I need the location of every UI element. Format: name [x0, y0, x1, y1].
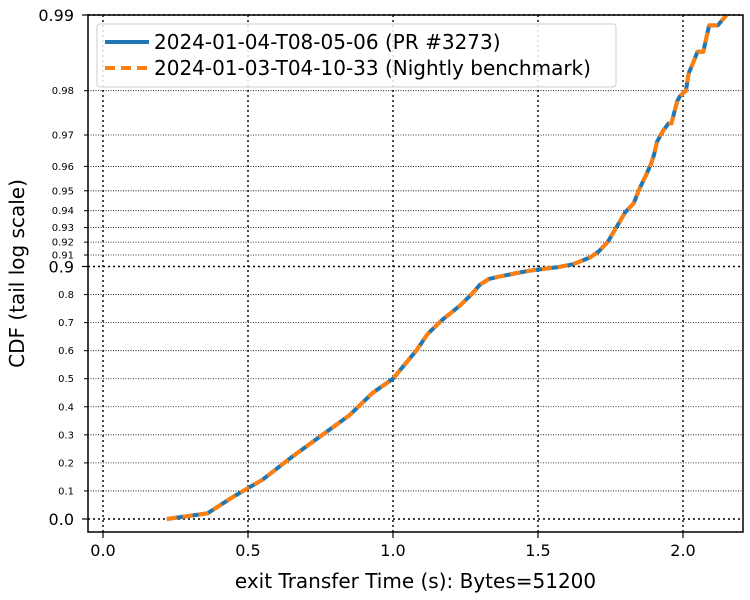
x-tick-label: 2.0: [670, 541, 695, 560]
y-minor-tick-label: 0.96: [52, 162, 74, 173]
y-minor-tick-label: 0.94: [52, 206, 74, 217]
series-line-2: [166, 13, 729, 521]
y-minor-tick-label: 0.1: [58, 486, 74, 497]
x-tick-label: 0.0: [90, 541, 115, 560]
legend-label-2: 2024-01-03-T04-10-33 (Nightly benchmark): [154, 56, 591, 80]
y-minor-tick-label: 0.2: [58, 458, 74, 469]
y-minor-tick-label: 0.92: [52, 238, 74, 249]
legend-label-1: 2024-01-04-T08-05-06 (PR #3273): [154, 30, 501, 54]
x-tick-label: 0.5: [235, 541, 260, 560]
y-minor-tick-label: 0.91: [52, 250, 74, 261]
y-minor-tick-label: 0.95: [52, 186, 74, 197]
y-minor-tick-label: 0.97: [52, 130, 74, 141]
y-axis-ticks: 0.1 0.2 0.3 0.4 0.5 0.6 0.7 0.8 0.910.92 0.93 0.94…: [38, 6, 88, 529]
y-minor-tick-label: 0.98: [52, 86, 74, 97]
plot-frame: [87, 14, 744, 533]
y-axis-label: CDF (tail log scale): [5, 179, 29, 368]
x-tick-label: 1.0: [380, 541, 405, 560]
y-major-tick-label: 0.9: [49, 258, 74, 277]
legend: 2024-01-04-T08-05-06 (PR #3273)2024-01-0…: [96, 23, 617, 88]
y-major-tick-label: 0.0: [49, 510, 74, 529]
y-major-tick-label: 0.99: [38, 6, 74, 25]
y-minor-tick-label: 0.93: [52, 223, 74, 234]
y-minor-tick-label: 0.6: [58, 346, 74, 357]
y-minor-tick-label: 0.3: [58, 430, 74, 441]
x-axis-ticks: 0.0 0.5 1.0 1.5 2.0: [90, 532, 696, 560]
y-minor-tick-label: 0.4: [58, 402, 74, 413]
y-minor-tick-label: 0.5: [58, 374, 74, 385]
y-minor-tick-label: 0.7: [58, 318, 74, 329]
series-lines: [166, 13, 729, 521]
x-tick-label: 1.5: [525, 541, 550, 560]
x-axis-label: exit Transfer Time (s): Bytes=51200: [235, 569, 596, 593]
grid-lines: [88, 14, 743, 532]
legend-box: [96, 23, 617, 88]
y-minor-tick-label: 0.8: [58, 290, 74, 301]
